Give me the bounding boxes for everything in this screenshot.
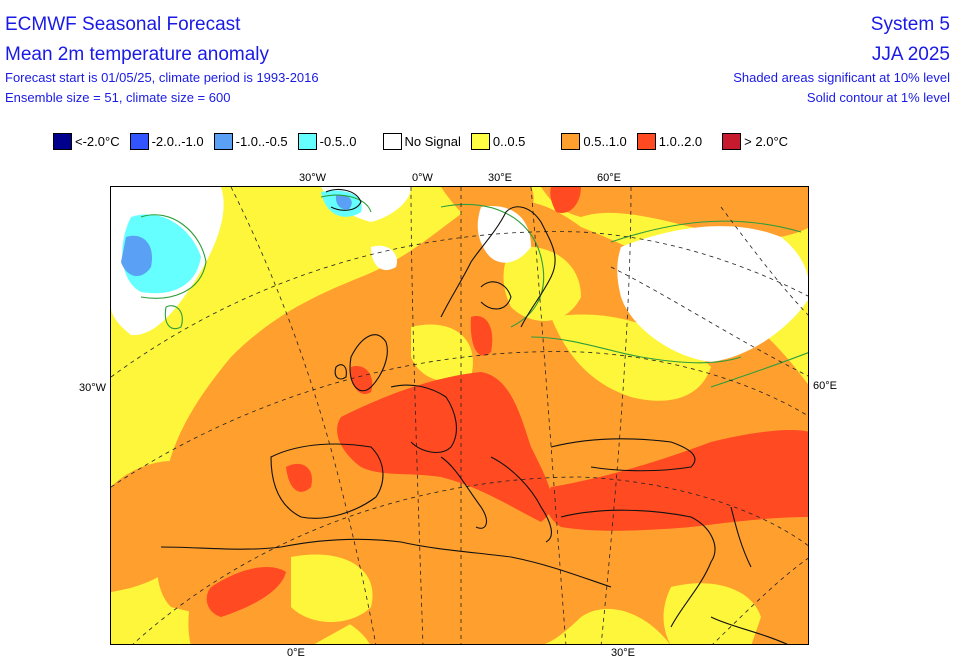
coastline-iceland [325, 188, 362, 211]
significance-contours [140, 194, 808, 388]
legend-swatch [561, 133, 581, 150]
legend-swatch [53, 133, 72, 150]
legend-swatch [213, 133, 233, 150]
significance-note: Shaded areas significant at 10% level [733, 70, 950, 85]
forecast-title: ECMWF Seasonal Forecast [5, 14, 241, 35]
coastlines [160, 188, 788, 644]
system-label: System 5 [870, 14, 950, 35]
legend-swatch [129, 133, 149, 150]
anomaly-region-1.0-2.0-mediterranean [337, 372, 552, 522]
anomaly-region-arctic [541, 187, 808, 239]
anomaly-region-minus1.0-minus0.5 [121, 235, 152, 277]
ensemble-info: Ensemble size = 51, climate size = 600 [5, 90, 231, 105]
legend-item: > 2.0°C [722, 133, 788, 150]
coastline-north-africa [160, 538, 612, 588]
graticule-line [712, 557, 808, 644]
anomaly-region-1.0-2.0-sahara [206, 567, 286, 617]
lon-label-top-30w: 30°W [299, 172, 327, 184]
graticule-line [410, 187, 424, 644]
graticule-line [530, 187, 567, 644]
anomaly-map-svg [111, 187, 808, 644]
contour-line [320, 194, 372, 213]
legend-label: -1.0..-0.5 [235, 134, 288, 149]
graticule-line [610, 266, 808, 377]
anomaly-region-0-0.5-mideast [663, 583, 761, 644]
graticule-line [132, 476, 808, 644]
anomaly-region-west-atlantic [111, 460, 205, 592]
contour-line [140, 214, 207, 299]
anomaly-map [110, 186, 809, 645]
contour-line [530, 336, 742, 364]
legend-item: -2.0..-1.0 [129, 133, 204, 150]
anomaly-region-0-0.5-southwest [111, 607, 176, 644]
legend-swatch [297, 133, 317, 150]
coastline-ireland [334, 364, 347, 380]
graticule [111, 187, 808, 644]
coastline [440, 206, 556, 328]
coastline-balkans [490, 456, 552, 543]
coastline-france [390, 384, 457, 453]
coastline-black-sea [550, 438, 696, 472]
legend-label: 0..0.5 [492, 134, 526, 149]
lon-label-bottom-30e: 30°E [611, 647, 635, 659]
legend-item: 0..0.5 [470, 133, 526, 150]
contour-line [610, 220, 802, 243]
contour-line [710, 352, 808, 388]
anomaly-region-1.0-2.0-arctic [550, 187, 581, 213]
no-signal-region-north-sea [371, 245, 397, 271]
anomaly-region-1.0-2.0-caspian [545, 430, 808, 531]
lon-label-top-30e: 30°E [488, 172, 512, 184]
anomaly-region-1.0-2.0-iberia [286, 463, 312, 492]
legend-label: -2.0..-1.0 [151, 134, 204, 149]
lon-label-bottom-0e: 0°E [287, 647, 305, 659]
legend-label: 1.0..2.0 [658, 134, 703, 149]
anomaly-region-1.0-2.0-britain [350, 366, 373, 395]
lon-label-right-60e: 60°E [813, 380, 837, 392]
graticule-line [111, 231, 808, 378]
legend-label: <-2.0°C [75, 134, 120, 149]
coastline-britain [349, 334, 388, 392]
forecast-subtitle: Mean 2m temperature anomaly [5, 44, 270, 65]
color-legend: <-2.0°C -2.0..-1.0 -1.0..-0.5 -0.5..0 No… [53, 133, 788, 150]
contour-line [164, 305, 183, 330]
coastline-arabia [710, 616, 788, 644]
no-signal-region-russia [617, 226, 808, 362]
anomaly-region-0-0.5-scandinavia [503, 246, 581, 321]
coastline-italy [440, 456, 487, 529]
legend-swatch [722, 133, 742, 150]
anomaly-region-1.0-2.0-baltic [470, 316, 493, 356]
coastline-baltic [480, 281, 512, 310]
legend-swatch [636, 133, 656, 150]
graticule-line [111, 351, 808, 488]
season-label: JJA 2025 [871, 44, 950, 65]
legend-item: <-2.0°C [53, 133, 120, 150]
legend-label: No Signal [404, 134, 461, 149]
anomaly-region-0-0.5 [411, 324, 473, 382]
lon-label-top-60e: 60°E [597, 172, 621, 184]
anomaly-region-0-0.5-africa [291, 554, 373, 622]
legend-swatch [382, 133, 402, 150]
legend-label: -0.5..0 [319, 134, 357, 149]
legend-label: > 2.0°C [744, 134, 789, 149]
legend-item: -0.5..0 [297, 133, 357, 150]
coastline-turkey [560, 509, 716, 628]
graticule-line [720, 206, 808, 316]
legend-item: No Signal [382, 133, 461, 150]
contour-note: Solid contour at 1% level [806, 90, 950, 105]
lon-label-left-30w: 30°W [79, 382, 107, 394]
coastline-iberia [270, 443, 384, 519]
contour-line [440, 203, 545, 328]
graticule-line [230, 187, 377, 644]
legend-label: 0.5..1.0 [583, 134, 627, 149]
anomaly-region-minus1.0-minus0.5-iceland [335, 194, 352, 210]
forecast-start-info: Forecast start is 01/05/25, climate peri… [5, 70, 319, 85]
legend-item: 1.0..2.0 [636, 133, 703, 150]
lon-label-top-0w: 0°W [412, 172, 433, 184]
legend-swatch [470, 133, 490, 150]
legend-item: -1.0..-0.5 [213, 133, 288, 150]
coastline-caspian [730, 506, 752, 568]
anomaly-region-0-0.5-russia [551, 314, 711, 401]
legend-item: 0.5..1.0 [561, 133, 627, 150]
anomaly-region-0-0.5-atlantic [111, 343, 181, 437]
